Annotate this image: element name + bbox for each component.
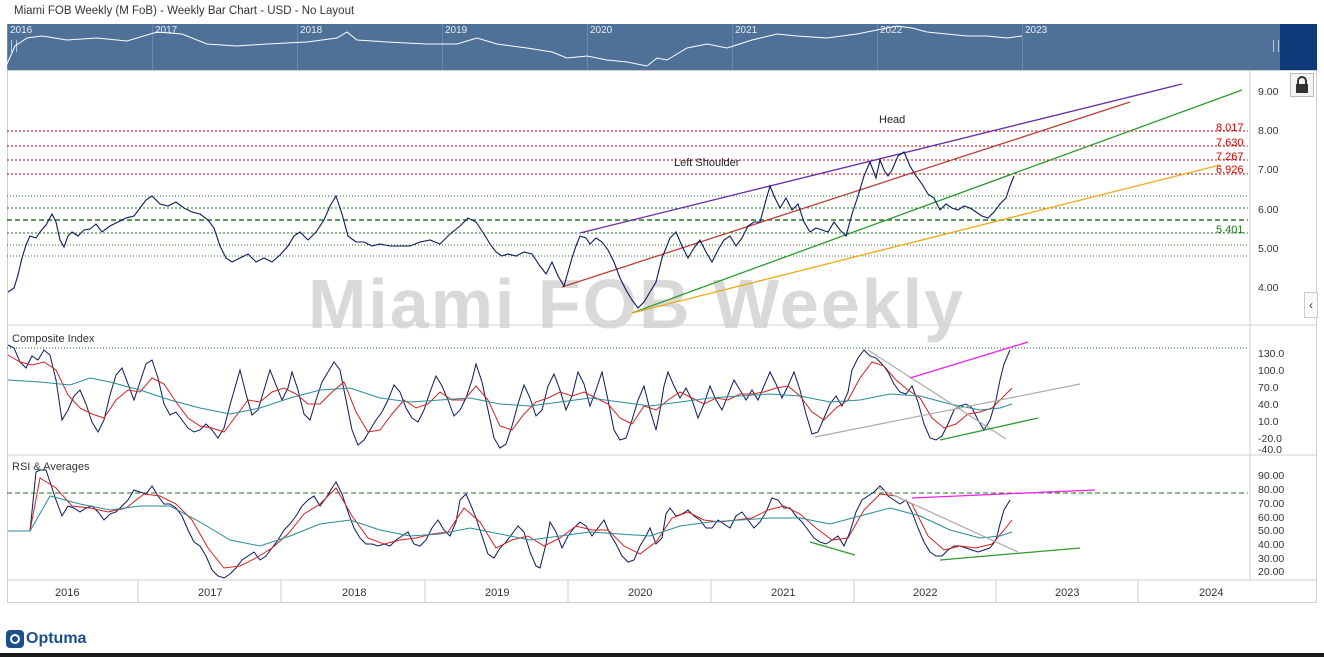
navigator-year-label: 2022 xyxy=(880,25,903,36)
composite-green-trend xyxy=(939,417,1039,441)
optuma-logo-icon xyxy=(6,630,24,648)
navigator-overview-line xyxy=(7,25,1023,67)
navigator-year-label: 2017 xyxy=(155,25,178,36)
optuma-logo: Optuma xyxy=(6,630,86,648)
price-y-tick: 4.00 xyxy=(1258,282,1279,294)
composite-fast-average xyxy=(7,354,1013,433)
x-axis-year: 2016 xyxy=(55,587,80,599)
rsi-y-tick: 80.00 xyxy=(1258,484,1285,496)
composite-y-tick: 130.0 xyxy=(1258,348,1285,360)
composite-panel-label: Composite Index xyxy=(12,333,95,345)
rsi-green-trend xyxy=(939,547,1081,561)
rsi-y-tick: 60.00 xyxy=(1258,512,1285,524)
composite-slow-average xyxy=(7,377,1013,415)
window-title: Miami FOB Weekly (M FoB) - Weekly Bar Ch… xyxy=(14,5,355,17)
price-y-tick: 6.00 xyxy=(1258,204,1279,216)
trendline-purple xyxy=(579,83,1183,234)
lock-icon[interactable] xyxy=(1290,73,1314,97)
price-y-tick: 7.00 xyxy=(1258,164,1279,176)
rsi-y-tick: 20.00 xyxy=(1258,566,1285,578)
x-axis-year: 2024 xyxy=(1199,587,1224,599)
navigator-bar[interactable]: 2016 2017 2018 2019 2020 2021 2022 2023 xyxy=(7,24,1317,70)
x-axis-year: 2021 xyxy=(771,587,796,599)
rsi-fast-average xyxy=(8,477,1013,569)
composite-y-tick: -20.0 xyxy=(1258,433,1282,445)
x-axis-year: 2017 xyxy=(198,587,223,599)
navigator-year-label: 2020 xyxy=(590,25,613,36)
rsi-green-trend xyxy=(809,541,856,556)
price-y-tick: 5.00 xyxy=(1258,243,1279,255)
resistance-label: 7.630 xyxy=(1216,137,1244,149)
trendline-green xyxy=(631,89,1243,314)
rsi-y-tick: 30.00 xyxy=(1258,553,1285,565)
navigator-year-label: 2019 xyxy=(445,25,468,36)
composite-y-tick: 100.0 xyxy=(1258,365,1285,377)
x-axis-year: 2019 xyxy=(485,587,510,599)
navigator-tick xyxy=(7,24,8,70)
left-shoulder-annotation: Left Shoulder xyxy=(674,157,740,169)
rsi-y-tick: 70.00 xyxy=(1258,498,1285,510)
navigator-tick xyxy=(587,24,588,70)
trendline-orange xyxy=(631,164,1221,314)
composite-y-tick: 10.0 xyxy=(1258,416,1279,428)
composite-magenta-trend xyxy=(909,341,1029,379)
rsi-line xyxy=(8,469,1011,579)
bottom-bar xyxy=(0,653,1324,657)
navigator-year-label: 2021 xyxy=(735,25,758,36)
composite-gray-trend xyxy=(814,383,1081,438)
x-axis-year: 2023 xyxy=(1055,587,1080,599)
resistance-label: 8.017 xyxy=(1216,122,1244,134)
composite-y-tick: -40.0 xyxy=(1258,444,1282,456)
head-annotation: Head xyxy=(879,114,906,126)
resistance-label: 7.267 xyxy=(1216,151,1244,163)
rsi-y-tick: 50.00 xyxy=(1258,525,1285,537)
composite-index-line xyxy=(7,344,1011,449)
navigator-tick xyxy=(732,24,733,70)
x-axis-year: 2020 xyxy=(628,587,653,599)
navigator-left-handle[interactable] xyxy=(11,40,17,52)
rsi-slow-average xyxy=(8,495,1013,547)
navigator-tick xyxy=(297,24,298,70)
navigator-year-label: 2023 xyxy=(1025,25,1048,36)
navigator-tick xyxy=(442,24,443,70)
trendline-brown xyxy=(561,101,1131,288)
rsi-y-tick: 90.00 xyxy=(1258,470,1285,482)
navigator-tick xyxy=(152,24,153,70)
chevron-left-icon[interactable]: ‹ xyxy=(1304,292,1318,318)
chart-area[interactable] xyxy=(7,70,1317,603)
x-axis-year: 2018 xyxy=(342,587,367,599)
price-y-tick: 8.00 xyxy=(1258,125,1279,137)
composite-gray-trend xyxy=(867,349,1007,440)
rsi-magenta-trend xyxy=(911,489,1096,499)
support-label: 5.401 xyxy=(1216,224,1244,236)
navigator-future-region xyxy=(1280,24,1317,70)
composite-y-tick: 70.0 xyxy=(1258,382,1279,394)
price-y-tick: 9.00 xyxy=(1258,86,1279,98)
rsi-gray-trend xyxy=(877,487,1019,553)
navigator-right-handle[interactable] xyxy=(1273,40,1279,52)
x-axis-year: 2022 xyxy=(913,587,938,599)
rsi-panel-label: RSI & Averages xyxy=(12,461,90,473)
resistance-label: 6.926 xyxy=(1216,164,1244,176)
navigator-tick xyxy=(877,24,878,70)
rsi-y-tick: 40.00 xyxy=(1258,539,1285,551)
composite-y-tick: 40.0 xyxy=(1258,399,1279,411)
navigator-tick xyxy=(1022,24,1023,70)
navigator-year-label: 2016 xyxy=(10,25,33,36)
price-line xyxy=(7,151,1015,309)
navigator-year-label: 2018 xyxy=(300,25,323,36)
optuma-logo-text: Optuma xyxy=(26,630,87,647)
